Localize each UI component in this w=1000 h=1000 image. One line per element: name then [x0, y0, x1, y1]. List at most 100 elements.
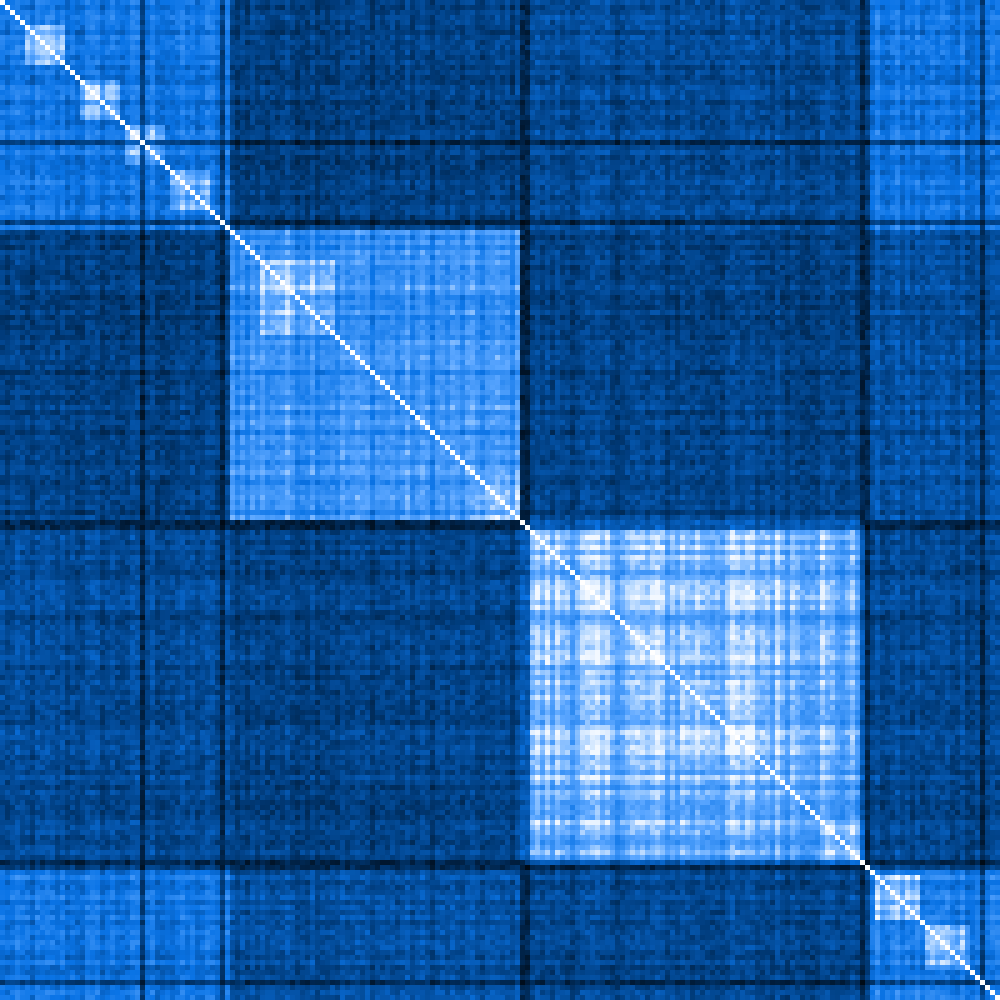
heatmap-cell [425, 0, 431, 6]
heatmap-cell [535, 65, 541, 71]
heatmap-cell [540, 30, 546, 36]
heatmap-cell [105, 55, 111, 61]
heatmap-cell [715, 70, 721, 76]
heatmap-cell [515, 50, 521, 56]
heatmap-cell [780, 70, 786, 76]
heatmap-cell [410, 70, 416, 76]
heatmap-cell [350, 25, 356, 31]
heatmap-cell [440, 45, 446, 51]
heatmap-cell [310, 20, 316, 26]
heatmap-cell [510, 0, 516, 6]
heatmap-cell [535, 55, 541, 61]
heatmap-cell [570, 40, 576, 46]
heatmap-cell [495, 15, 501, 21]
heatmap-cell [575, 5, 581, 11]
heatmap-cell [770, 45, 776, 51]
heatmap-cell [615, 30, 621, 36]
heatmap-cell [575, 60, 581, 66]
heatmap-cell [895, 70, 901, 76]
heatmap-cell [600, 30, 606, 36]
heatmap-cell [365, 45, 371, 51]
heatmap-cell [625, 40, 631, 46]
heatmap-cell [285, 45, 291, 51]
heatmap-cell [865, 30, 871, 36]
heatmap-cell [765, 50, 771, 56]
heatmap-cell [365, 15, 371, 21]
heatmap-cell [125, 30, 131, 36]
heatmap-cell [455, 0, 461, 6]
heatmap-cell [890, 25, 896, 31]
heatmap-cell [110, 50, 116, 56]
heatmap-cell [630, 25, 636, 31]
heatmap-cell [450, 30, 456, 36]
heatmap-cell [440, 55, 446, 61]
heatmap-cell [715, 50, 721, 56]
heatmap-cell [255, 50, 261, 56]
heatmap-cell [180, 60, 186, 66]
heatmap-cell [500, 15, 506, 21]
heatmap-cell [185, 35, 191, 41]
heatmap-cell [230, 20, 236, 26]
heatmap-cell [115, 10, 121, 16]
heatmap-cell [320, 65, 326, 71]
heatmap-cell [650, 20, 656, 26]
heatmap-cell [495, 20, 501, 26]
heatmap-cell [455, 60, 461, 66]
heatmap-cell [625, 50, 631, 56]
heatmap-cell [595, 35, 601, 41]
heatmap-cell [880, 0, 886, 6]
heatmap-cell [665, 25, 671, 31]
heatmap-cell [0, 50, 6, 56]
heatmap-cell [170, 55, 176, 61]
heatmap-cell [635, 65, 641, 71]
heatmap-cell [225, 15, 231, 21]
heatmap-cell [950, 5, 956, 11]
heatmap-cell [180, 0, 186, 6]
heatmap-cell [830, 65, 836, 71]
heatmap-cell [775, 25, 781, 31]
heatmap-cell [15, 70, 21, 76]
heatmap-cell [640, 45, 646, 51]
heatmap-cell [860, 35, 866, 41]
heatmap-cell [840, 40, 846, 46]
heatmap-cell [110, 70, 116, 76]
heatmap-cell [290, 0, 296, 6]
heatmap-cell [580, 25, 586, 31]
heatmap-cell [305, 35, 311, 41]
heatmap-cell [220, 40, 226, 46]
heatmap-cell [745, 15, 751, 21]
heatmap-cell [920, 65, 926, 71]
heatmap-cell [150, 65, 156, 71]
heatmap-cell [195, 40, 201, 46]
heatmap-cell [885, 15, 891, 21]
heatmap-cell [620, 60, 626, 66]
heatmap-cell [650, 10, 656, 16]
heatmap-cell [260, 70, 266, 76]
heatmap-cell [345, 60, 351, 66]
heatmap-cell [600, 20, 606, 26]
heatmap-cell [655, 20, 661, 26]
heatmap-cell [165, 55, 171, 61]
heatmap-cell [875, 0, 881, 6]
heatmap-cell [705, 30, 711, 36]
heatmap-cell [970, 10, 976, 16]
heatmap-cell [85, 50, 91, 56]
heatmap-cell [980, 15, 986, 21]
heatmap-cell [260, 5, 266, 11]
heatmap-cell [155, 10, 161, 16]
heatmap-cell [210, 55, 216, 61]
heatmap-cell [785, 40, 791, 46]
heatmap-cell [35, 0, 41, 6]
heatmap-cell [375, 10, 381, 16]
heatmap-cell [175, 40, 181, 46]
heatmap-cell [315, 35, 321, 41]
heatmap-cell [255, 60, 261, 66]
heatmap-cell [820, 5, 826, 11]
heatmap-cell [165, 70, 171, 76]
heatmap-cell [230, 45, 236, 51]
heatmap-cell [750, 55, 756, 61]
heatmap-cell [420, 50, 426, 56]
heatmap-cell [650, 45, 656, 51]
heatmap-cell [445, 45, 451, 51]
heatmap-cell [580, 5, 586, 11]
